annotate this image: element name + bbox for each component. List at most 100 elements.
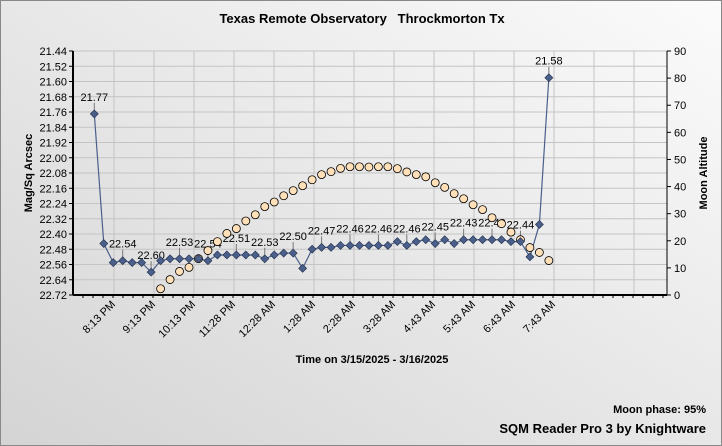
sqm-point	[99, 239, 109, 248]
y-tick-label: 22.32	[39, 214, 67, 226]
moon-point	[487, 213, 497, 223]
data-label: 21.77	[81, 92, 109, 104]
moon-point	[279, 191, 289, 201]
y-tick-label: 22.40	[39, 229, 67, 241]
sqm-point	[307, 244, 317, 254]
data-label: 21.58	[535, 56, 563, 68]
sqm-point	[260, 254, 270, 264]
sqm-point	[487, 235, 497, 245]
y2-tick-label: 60	[674, 127, 686, 139]
moon-point	[392, 164, 402, 174]
moon-point	[317, 170, 326, 180]
sqm-point	[231, 250, 241, 260]
y2-tick-label: 40	[674, 182, 686, 194]
moon-point	[402, 167, 412, 177]
sqm-point	[478, 235, 487, 245]
sqm-point	[440, 235, 450, 245]
sqm-point	[317, 242, 327, 252]
data-label: 22.53	[251, 237, 279, 249]
sqm-point	[497, 235, 506, 245]
data-label: 22.53	[166, 237, 194, 249]
moon-point	[175, 267, 184, 276]
y2-tick-label: 10	[674, 263, 686, 275]
y-tick-label: 21.76	[39, 107, 67, 119]
moon-point	[288, 186, 298, 196]
moon-point	[326, 167, 336, 177]
sqm-point	[506, 237, 516, 247]
moon-point	[411, 170, 421, 180]
credit: SQM Reader Pro 3 by Knightware	[499, 421, 706, 436]
moon-point	[383, 162, 393, 172]
y-tick-label: 22.00	[39, 153, 67, 165]
sqm-point	[345, 241, 355, 250]
moon-point	[459, 194, 469, 204]
data-label: 22.46	[393, 223, 421, 235]
sqm-point	[336, 241, 345, 250]
data-label: 22.45	[421, 222, 449, 234]
y-tick-label: 22.24	[39, 199, 67, 211]
data-label: 22.54	[109, 239, 137, 251]
moon-point	[231, 224, 241, 233]
sqm-point	[118, 256, 128, 266]
moon-point	[468, 200, 478, 210]
sqm-point	[468, 235, 478, 245]
sqm-point	[459, 235, 469, 245]
moon-point	[184, 262, 194, 272]
moon-point	[478, 205, 487, 215]
chart-title: Texas Remote Observatory Throckmorton Tx	[219, 11, 505, 26]
sqm-point	[534, 220, 544, 229]
moon-point	[165, 275, 175, 284]
moon-point	[336, 163, 345, 173]
sqm-point	[175, 254, 184, 264]
sqm-point	[194, 254, 203, 264]
x-axis-label: Time on 3/15/2025 - 3/16/2025	[296, 354, 449, 366]
y-tick-label: 21.60	[39, 77, 67, 89]
sqm-point	[421, 235, 431, 245]
moon-point	[269, 197, 279, 207]
moon-point	[440, 182, 450, 192]
sqm-point	[364, 241, 374, 250]
y2-tick-label: 20	[674, 236, 686, 248]
moon-point	[260, 202, 270, 212]
sqm-point	[392, 237, 402, 247]
moon-point	[203, 246, 213, 255]
moon-point	[241, 216, 251, 226]
sqm-point	[288, 248, 298, 258]
moon-phase: Moon phase: 95%	[613, 404, 706, 416]
data-label: 22.50	[279, 231, 307, 243]
y-tick-label: 22.48	[39, 244, 67, 256]
data-label: 22.47	[308, 225, 336, 237]
moon-point	[497, 219, 506, 229]
sqm-point	[269, 250, 279, 260]
y-axis-label: Mag/Sq Arcsec	[23, 134, 35, 212]
sqm-point	[430, 239, 440, 248]
moon-point	[298, 181, 308, 191]
moon-point	[250, 210, 260, 220]
y2-tick-label: 30	[674, 209, 686, 221]
data-label: 22.46	[336, 223, 364, 235]
sqm-point	[298, 263, 308, 273]
moon-point	[364, 162, 374, 172]
data-label: 22.43	[450, 218, 478, 230]
y2-tick-label: 90	[674, 46, 686, 58]
y2-tick-label: 80	[674, 73, 686, 85]
sqm-point	[89, 109, 99, 119]
y-tick-label: 21.84	[39, 122, 67, 134]
sqm-point	[355, 241, 364, 250]
sqm-point	[544, 73, 554, 83]
sqm-point	[156, 256, 166, 266]
moon-point	[222, 229, 232, 238]
y-tick-label: 21.44	[39, 46, 67, 58]
sqm-point	[184, 254, 194, 264]
sqm-point	[279, 248, 289, 258]
y2-tick-label: 50	[674, 154, 686, 166]
sqm-point	[383, 241, 393, 250]
moon-point	[307, 175, 317, 185]
y-tick-label: 21.52	[39, 61, 67, 73]
y2-axis-label: Moon Altitude	[698, 137, 710, 210]
y2-tick-label: 0	[674, 290, 680, 302]
moon-point	[355, 162, 364, 172]
